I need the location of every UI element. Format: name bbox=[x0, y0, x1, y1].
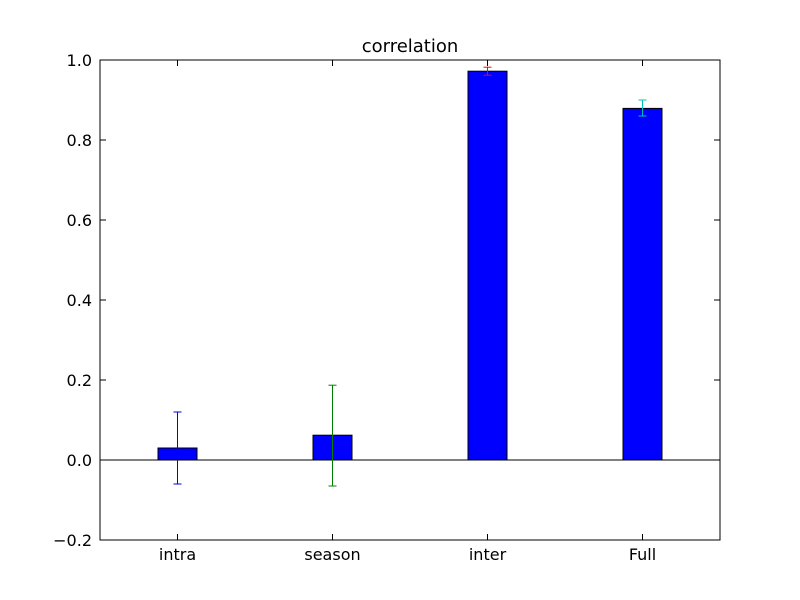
x-tick-label: Full bbox=[629, 545, 656, 564]
bar-full bbox=[622, 107, 663, 461]
x-tick-label: season bbox=[304, 545, 360, 564]
bar-inter bbox=[467, 70, 508, 461]
error-bar-season bbox=[328, 384, 337, 487]
chart-title: correlation bbox=[362, 36, 459, 57]
x-tick-label: intra bbox=[159, 545, 196, 564]
x-tick-label: inter bbox=[469, 545, 507, 564]
y-tick-label: 0.8 bbox=[67, 131, 92, 150]
y-tick-label: 1.0 bbox=[67, 51, 92, 70]
plot-area: −0.2 0.0 0.2 0.4 0.6 0.8 1.0 intra season inter Fu… bbox=[53, 51, 721, 564]
y-tick-label: −0.2 bbox=[53, 531, 92, 550]
y-tick-label: 0.4 bbox=[67, 291, 92, 310]
error-bar-intra bbox=[173, 411, 182, 485]
y-tick-label: 0.6 bbox=[67, 211, 92, 230]
error-bar-full bbox=[638, 99, 647, 117]
error-bar-inter bbox=[483, 66, 492, 76]
axes-frame bbox=[99, 59, 721, 541]
y-tick-label: 0.0 bbox=[67, 451, 92, 470]
y-tick-label: 0.2 bbox=[67, 371, 92, 390]
